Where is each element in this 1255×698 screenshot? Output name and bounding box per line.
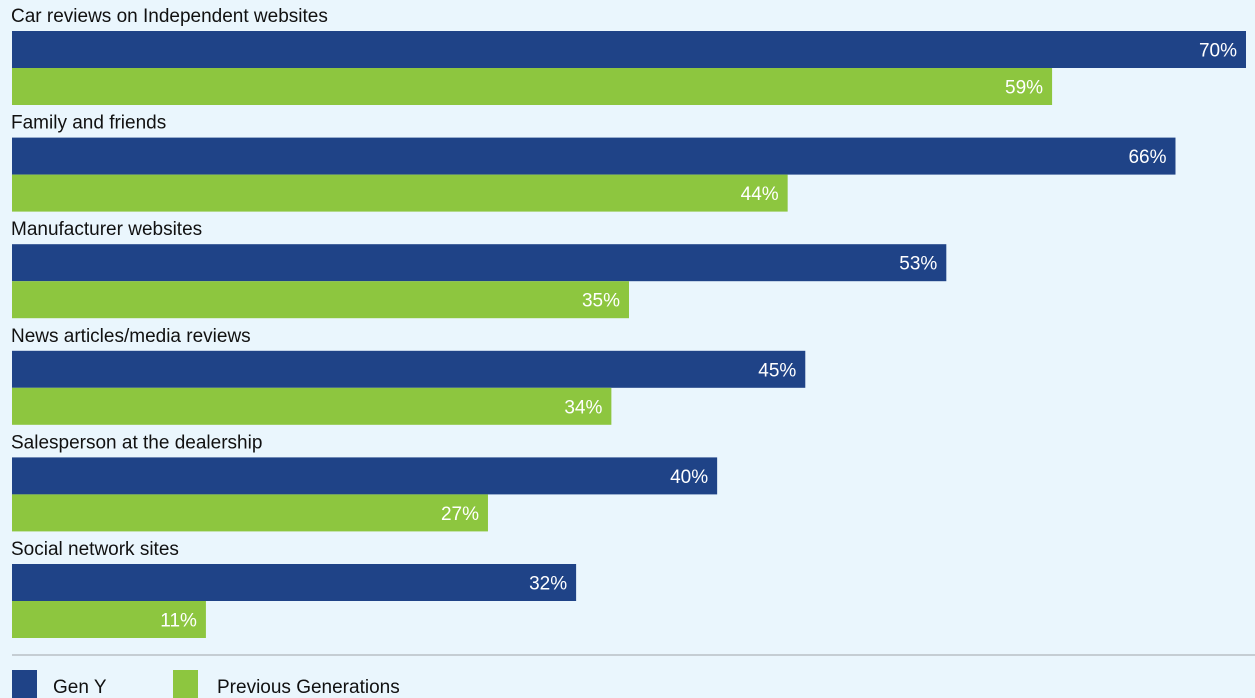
value-label: 53% bbox=[899, 254, 937, 275]
bar-group: Family and friends 66% 44% bbox=[11, 113, 1176, 212]
value-label: 35% bbox=[582, 291, 620, 312]
category-label: Salesperson at the dealership bbox=[11, 432, 262, 453]
legend-swatch-gen-y bbox=[12, 670, 37, 698]
bar-gen-y bbox=[12, 457, 718, 495]
value-label: 27% bbox=[441, 504, 479, 525]
legend-label-previous-generations: Previous Generations bbox=[217, 677, 400, 698]
legend-label-gen-y: Gen Y bbox=[53, 677, 107, 698]
value-label: 32% bbox=[529, 574, 567, 595]
bar-previous-generations bbox=[12, 387, 612, 425]
bar-group: News articles/media reviews 45% 34% bbox=[11, 326, 806, 425]
category-label: Social network sites bbox=[11, 539, 179, 560]
legend: Gen Y Previous Generations bbox=[12, 670, 400, 698]
value-label: 66% bbox=[1128, 147, 1166, 168]
bar-gen-y bbox=[12, 564, 577, 601]
value-label: 59% bbox=[1005, 78, 1043, 99]
bar-previous-generations bbox=[12, 601, 206, 638]
value-label: 11% bbox=[160, 611, 197, 632]
category-label: Manufacturer websites bbox=[11, 219, 202, 240]
bar-group: Social network sites 32% 11% bbox=[11, 539, 577, 638]
bar-gen-y bbox=[12, 244, 947, 282]
value-label: 40% bbox=[670, 467, 708, 488]
category-label: Family and friends bbox=[11, 113, 166, 134]
value-label: 45% bbox=[758, 360, 796, 381]
bar-group: Car reviews on Independent websites 70% 59… bbox=[11, 6, 1246, 105]
bar-gen-y bbox=[12, 350, 806, 388]
category-label: News articles/media reviews bbox=[11, 326, 251, 347]
bar-gen-y bbox=[12, 31, 1246, 68]
legend-swatch-previous-generations bbox=[173, 670, 198, 698]
bar-group: Salesperson at the dealership 40% 27% bbox=[11, 432, 718, 532]
value-label: 34% bbox=[564, 397, 602, 418]
value-label: 70% bbox=[1199, 41, 1237, 62]
value-label: 44% bbox=[741, 184, 779, 205]
bar-group: Manufacturer websites 53% 35% bbox=[11, 219, 947, 319]
category-label: Car reviews on Independent websites bbox=[11, 6, 328, 27]
bar-previous-generations bbox=[12, 68, 1053, 105]
bar-previous-generations bbox=[12, 494, 488, 532]
bar-previous-generations bbox=[12, 174, 788, 212]
chart-plot-area: Car reviews on Independent websites 70% 59… bbox=[11, 6, 1246, 638]
bar-gen-y bbox=[12, 137, 1176, 175]
bar-previous-generations bbox=[12, 281, 629, 319]
